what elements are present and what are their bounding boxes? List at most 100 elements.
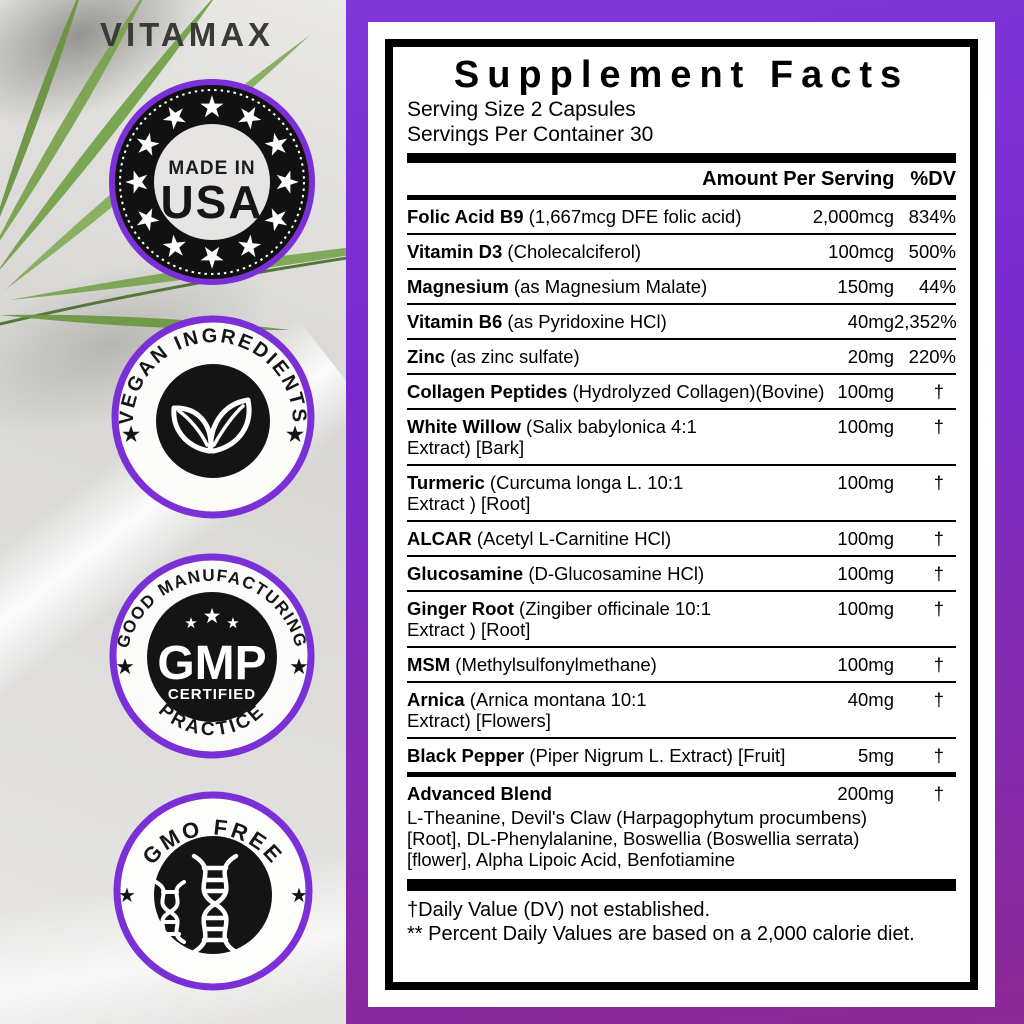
badge-made-in-usa: ★ ★ ★ ★ ★ ★ ★ ★ ★ ★ ★ ★ MADE IN USA <box>109 79 315 285</box>
ingredient-desc-line2: Extract) [Flowers] <box>407 710 551 731</box>
ingredient-row: Vitamin B6 (as Pyridoxine HCl) 40mg 2,35… <box>407 305 957 340</box>
ingredient-amount: 20mg <box>847 346 894 367</box>
star-icon: ★ <box>115 654 135 679</box>
ingredient-name: ALCAR <box>407 528 472 549</box>
ingredient-row: Glucosamine (D-Glucosamine HCl) 100mg † <box>407 557 956 592</box>
svg-text:★: ★ <box>199 91 226 124</box>
ingredient-dv: † <box>933 783 944 804</box>
ingredient-desc: (as Pyridoxine HCl) <box>502 311 667 332</box>
star-icon: ★ <box>289 654 309 679</box>
badge-gmo-free: GMO FREE ★ ★ <box>113 791 313 991</box>
star-icon: ★ <box>121 421 142 447</box>
ingredient-row: Collagen Peptides (Hydrolyzed Collagen)(… <box>407 375 956 410</box>
ingredient-name: Black Pepper <box>407 745 525 766</box>
ingredient-dv: † <box>933 472 944 493</box>
ingredient-row: Turmeric (Curcuma longa L. 10:1 Extract )… <box>407 466 956 522</box>
svg-text:★: ★ <box>121 169 154 196</box>
gmp-label: GMP <box>157 637 266 690</box>
ingredient-desc: (Acetyl L-Carnitine HCl) <box>471 528 672 549</box>
ingredient-row: Arnica (Arnica montana 10:1 Extract) [Flo… <box>407 683 956 739</box>
star-icon: ★ <box>226 615 239 632</box>
ingredient-name: Vitamin B6 <box>407 311 503 332</box>
ingredient-row: White Willow (Salix babylonica 4:1 Extrac… <box>407 410 956 466</box>
ingredient-desc-line2: Extract ) [Root] <box>407 619 531 640</box>
ingredient-name: White Willow <box>407 416 521 437</box>
ingredient-amount: 150mg <box>837 276 894 297</box>
badge-gmp-certified: ★ ★ ★ GMP CERTIFIED GOOD MANUFACTURING P… <box>109 553 315 759</box>
ingredient-row: Magnesium (as Magnesium Malate) 150mg 44… <box>407 270 956 305</box>
ingredient-amount: 100mg <box>837 528 894 549</box>
ingredient-desc: (Salix babylonica 4:1 <box>520 416 697 437</box>
label-card: Supplement Facts Serving Size 2 Capsules… <box>368 22 995 1007</box>
ingredient-amount: 100mg <box>837 381 894 402</box>
ingredient-desc: (Hydrolyzed Collagen)(Bovine) <box>567 381 825 402</box>
ingredient-amount: 100mg <box>837 416 894 437</box>
ingredient-name: MSM <box>407 654 451 675</box>
ingredient-dv: 220% <box>908 346 956 367</box>
made-in-label: MADE IN <box>168 158 255 179</box>
blend-ingredients-note: L-Theanine, Devil's Claw (Harpagophytum … <box>407 807 868 870</box>
ingredient-amount: 100mg <box>837 563 894 584</box>
dna-icon <box>154 853 239 955</box>
ingredient-amount: 5mg <box>858 745 894 766</box>
ingredient-dv: 500% <box>908 241 956 262</box>
ingredient-amount: 100mg <box>837 654 894 675</box>
ingredient-amount: 40mg <box>847 689 894 710</box>
ingredient-name: Turmeric <box>407 472 485 493</box>
ingredient-amount: 200mg <box>837 783 894 804</box>
ingredient-amount: 2,000mcg <box>812 206 894 227</box>
ingredient-name: Folic Acid B9 <box>407 206 524 227</box>
ingredient-row: Ginger Root (Zingiber officinale 10:1 Ext… <box>407 592 956 648</box>
amount-per-serving-header: Amount Per Serving <box>702 168 895 190</box>
ingredient-name: Vitamin D3 <box>407 241 503 262</box>
divider-thick <box>407 879 956 891</box>
ingredient-row: Black Pepper (Piper Nigrum L. Extract) [… <box>407 739 956 777</box>
panel-title: Supplement Facts <box>453 54 910 96</box>
ingredient-desc: (Curcuma longa L. 10:1 <box>484 472 684 493</box>
brand-logo: VITAMAX <box>100 16 275 53</box>
ingredient-desc-line2: Extract) [Bark] <box>407 437 525 458</box>
ingredient-dv: 44% <box>918 276 956 297</box>
ingredient-desc: (as zinc sulfate) <box>445 346 580 367</box>
divider-thick <box>407 153 956 163</box>
ingredient-row: Vitamin D3 (Cholecalciferol) 100mcg 500% <box>407 235 956 270</box>
ingredient-desc: (Zingiber officinale 10:1 <box>513 598 711 619</box>
ingredient-name: Arnica <box>407 689 465 710</box>
ingredient-amount: 100mg <box>837 472 894 493</box>
ingredient-row: ALCAR (Acetyl L-Carnitine HCl) 100mg † <box>407 522 956 557</box>
ingredient-dv: † <box>933 654 944 675</box>
ingredient-dv: † <box>933 416 944 437</box>
ingredient-dv: † <box>933 528 944 549</box>
ingredient-desc: (Arnica montana 10:1 <box>464 689 647 710</box>
star-icon: ★ <box>285 421 306 447</box>
footnote-dv: †Daily Value (DV) not established. <box>407 899 711 921</box>
ingredient-name: Magnesium <box>407 276 509 297</box>
ingredient-name: Zinc <box>407 346 446 367</box>
serving-size: Serving Size 2 Capsules <box>407 98 636 121</box>
ingredient-dv: 834% <box>908 206 956 227</box>
ingredient-desc: (Piper Nigrum L. Extract) [Fruit] <box>524 745 786 766</box>
footnotes: †Daily Value (DV) not established. ** Pe… <box>407 891 956 946</box>
dv-header: %DV <box>910 168 956 190</box>
ingredient-name: Ginger Root <box>407 598 514 619</box>
star-icon: ★ <box>118 885 136 907</box>
ingredient-dv: † <box>933 745 944 766</box>
ingredient-desc: (Cholecalciferol) <box>502 241 642 262</box>
ingredient-dv: † <box>933 381 944 402</box>
ingredient-name: Advanced Blend <box>407 783 552 804</box>
servings-per-container: Servings Per Container 30 <box>407 123 654 146</box>
ingredient-desc: (as Magnesium Malate) <box>508 276 708 297</box>
ingredient-dv: † <box>933 689 944 710</box>
supplement-facts-panel: Supplement Facts Serving Size 2 Capsules… <box>385 39 978 990</box>
ingredient-row: Folic Acid B9 (1,667mcg DFE folic acid) … <box>407 200 956 235</box>
ingredient-row: Advanced Blend 200mg † L-Theanine, Devil… <box>407 777 956 876</box>
ingredient-desc: (Methylsulfonylmethane) <box>450 654 657 675</box>
ingredient-desc: (D-Glucosamine HCl) <box>523 563 705 584</box>
column-headers: Amount Per Serving %DV <box>407 163 956 195</box>
star-icon: ★ <box>184 615 197 632</box>
divider-medium <box>407 195 956 200</box>
badge-vegan-ingredients: VEGAN INGREDIENTS ★ ★ <box>111 315 315 519</box>
ingredient-amount: 100mcg <box>828 241 894 262</box>
usa-label: USA <box>160 176 263 228</box>
